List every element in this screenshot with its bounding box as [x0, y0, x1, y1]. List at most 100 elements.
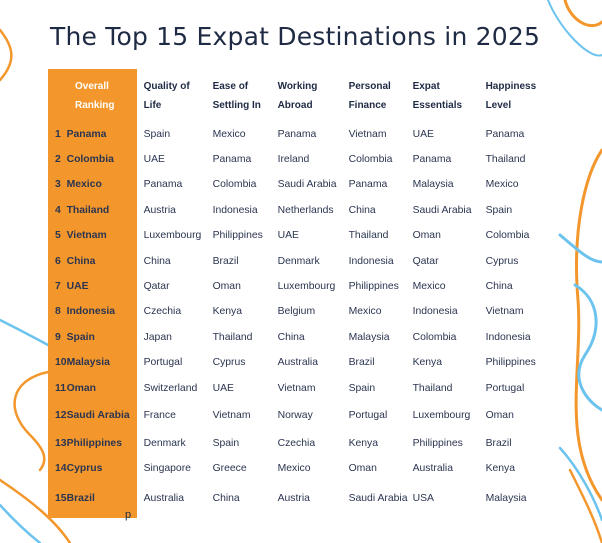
table-cell-working-abroad: UAE [277, 230, 299, 242]
overall-country: Saudi Arabia [66, 410, 130, 422]
table-row: 10 Malaysia Portugal Cyprus Australia Brazil K… [48, 351, 566, 376]
table-cell-happiness-level: Malaysia [485, 492, 527, 504]
table-cell-personal-finance: Malaysia [348, 331, 390, 343]
table-row: 7 UAE Qatar Oman Luxembourg Philippines Mexico… [48, 274, 566, 299]
table-cell-personal-finance: China [348, 204, 376, 216]
header-ease-of-settling-in: Ease of Settling In [213, 69, 278, 122]
table-cell-working-abroad: Belgium [277, 306, 316, 318]
blue-curve-left-low [0, 503, 42, 543]
rank-number: 6 [55, 255, 61, 267]
table-cell-personal-finance: Vietnam [348, 128, 387, 140]
table-cell-happiness-level: Portugal [485, 382, 525, 394]
table-cell-working-abroad: Czechia [277, 437, 316, 449]
rank-number: 8 [55, 306, 61, 318]
table-cell-quality-of-life: Qatar [143, 281, 170, 293]
table-row: 5 Vietnam Luxembourg Philippines UAE Thailand… [48, 224, 566, 249]
table-cell-working-abroad: Netherlands [277, 204, 334, 216]
table-row: 1 Panama Spain Mexico Panama Vietnam UAE Panama [48, 122, 566, 147]
orange-curve-bottom-right [568, 468, 602, 543]
table-cell-expat-essentials: Oman [412, 230, 441, 242]
table-row: 4 Thailand Austria Indonesia Netherlands Chin… [48, 198, 566, 223]
blue-curve-left-mid [0, 318, 50, 347]
table-cell-happiness-level: Panama [485, 128, 525, 140]
rank-number: 9 [55, 331, 61, 343]
overall-country: Vietnam [66, 230, 107, 242]
table-cell-expat-essentials: Colombia [412, 331, 457, 343]
table-cell-happiness-level: China [485, 281, 513, 293]
table-row: 9 Spain Japan Thailand China Malaysia Colombia… [48, 325, 566, 350]
blue-curve-right-mid [558, 233, 602, 264]
table-cell-working-abroad: Vietnam [277, 382, 316, 394]
table-cell-personal-finance: Portugal [348, 410, 388, 422]
table-cell-personal-finance: Colombia [348, 154, 393, 166]
table-cell-happiness-level: Spain [485, 204, 513, 216]
overall-country: Thailand [66, 204, 110, 216]
table-cell-ease-of-settling-in: Cyprus [212, 357, 246, 369]
table-cell-personal-finance: Philippines [348, 281, 399, 293]
header-personal-finance: Personal Finance [349, 69, 413, 122]
overall-country: Spain [66, 331, 95, 343]
table-cell-happiness-level: Philippines [485, 357, 536, 369]
rank-number: 7 [55, 281, 61, 293]
rank-number: 13 [55, 437, 67, 449]
overall-country: Oman [66, 382, 97, 394]
table-cell-working-abroad: China [277, 331, 305, 343]
orange-curve-right-mid [574, 148, 602, 502]
header-expat-essentials: Expat Essentials [413, 69, 486, 122]
overall-country: Indonesia [66, 306, 116, 318]
table-cell-ease-of-settling-in: Indonesia [212, 204, 258, 216]
table-cell-working-abroad: Austria [277, 492, 310, 504]
table-cell-quality-of-life: France [143, 410, 176, 422]
table-cell-working-abroad: Ireland [277, 154, 310, 166]
rank-number: 4 [55, 204, 61, 216]
header-line: Abroad [277, 99, 313, 111]
header-row: Overall Ranking Quality of Life Ease of … [48, 69, 566, 122]
overall-country: Mexico [66, 179, 102, 191]
table-row: 11 Oman Switzerland UAE Vietnam Spain Thailand… [48, 376, 566, 401]
header-line: Level [485, 99, 512, 111]
rank-number: 12 [55, 410, 67, 422]
overall-country: Philippines [66, 437, 122, 449]
overall-ranking-column-background [48, 69, 137, 518]
header-line: Overall [75, 80, 109, 92]
table-cell-personal-finance: Panama [348, 179, 388, 191]
table-cell-working-abroad: Australia [277, 357, 318, 369]
table-cell-expat-essentials: Australia [412, 463, 453, 475]
table-cell-quality-of-life: Denmark [143, 437, 186, 449]
table-cell-quality-of-life: Australia [143, 492, 184, 504]
table-cell-working-abroad: Panama [277, 128, 317, 140]
table-row: 6 China China Brazil Denmark Indonesia Qatar Cy… [48, 249, 566, 274]
table-row: 15 Brazil Australia China Austria Saudi Arabi… [48, 482, 566, 515]
table-cell-ease-of-settling-in: UAE [212, 382, 234, 394]
header-line: Ease of [212, 80, 249, 92]
header-happiness-level: Happiness Level [486, 69, 566, 122]
rank-number: 11 [55, 382, 66, 394]
header-overall-ranking: Overall Ranking [48, 69, 140, 122]
table-cell-ease-of-settling-in: Kenya [212, 306, 243, 318]
header-line: Personal [348, 80, 391, 92]
rank-number: 3 [55, 179, 61, 191]
table-row: 3 Mexico Panama Colombia Saudi Arabia Panama M… [48, 173, 566, 198]
table-cell-expat-essentials: Saudi Arabia [412, 204, 472, 216]
table-cell-expat-essentials: Thailand [412, 382, 453, 394]
table-cell-personal-finance: Spain [348, 382, 376, 394]
header-quality-of-life: Quality of Life [140, 69, 213, 122]
header-line: Finance [348, 99, 387, 111]
overall-country: China [66, 255, 96, 267]
overall-country: Colombia [66, 154, 114, 166]
table-row: 13 Philippines Denmark Spain Czechia Kenya Phi… [48, 431, 566, 456]
header-line: Life [143, 99, 162, 111]
overall-country: Cyprus [66, 463, 103, 475]
table-cell-expat-essentials: Luxembourg [412, 410, 471, 422]
table-cell-personal-finance: Oman [348, 463, 377, 475]
table-cell-personal-finance: Thailand [348, 230, 389, 242]
table-cell-expat-essentials: Mexico [412, 281, 446, 293]
table-cell-quality-of-life: Portugal [143, 357, 183, 369]
table-cell-ease-of-settling-in: Thailand [212, 331, 253, 343]
table-cell-quality-of-life: Austria [143, 204, 176, 216]
table-cell-personal-finance: Brazil [348, 357, 375, 369]
table-cell-ease-of-settling-in: Mexico [212, 128, 246, 140]
table-cell-expat-essentials: Malaysia [412, 179, 454, 191]
table-cell-working-abroad: Luxembourg [277, 281, 336, 293]
